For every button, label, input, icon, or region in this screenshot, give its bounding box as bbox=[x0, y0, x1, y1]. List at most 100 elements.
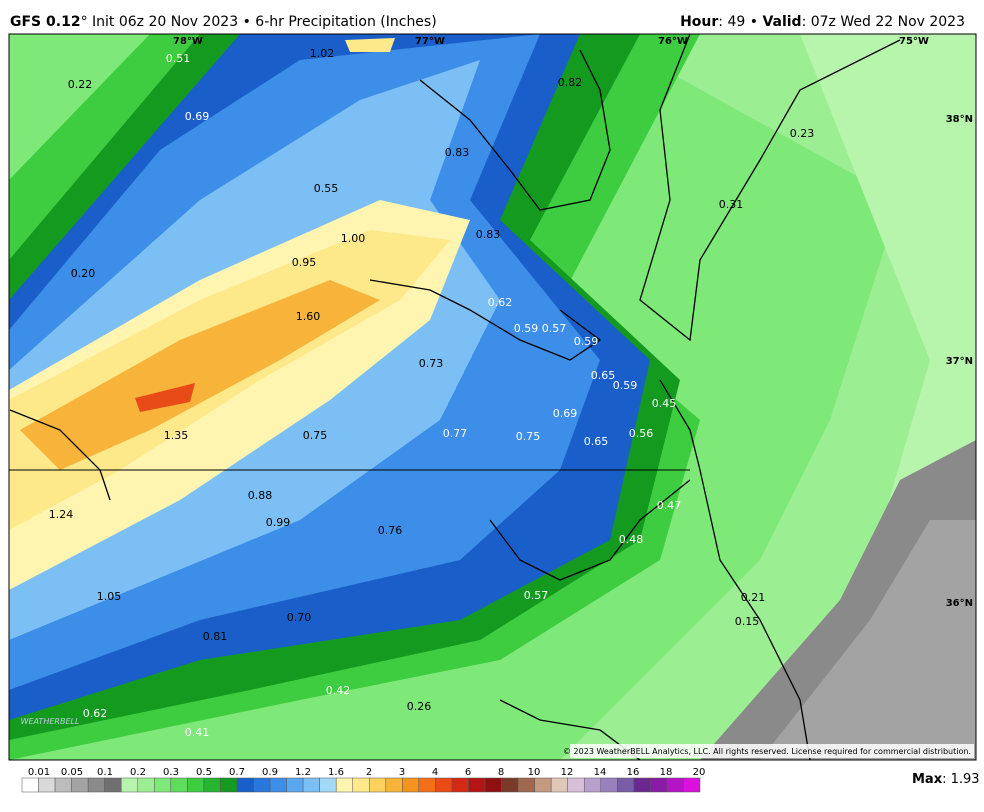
max-value: : 1.93 bbox=[942, 772, 979, 787]
colorbar-swatch bbox=[402, 777, 420, 793]
header-right: Hour: 49 • Valid: 07z Wed 22 Nov 2023 bbox=[680, 14, 965, 30]
latitude-label: 38°N bbox=[946, 114, 973, 125]
precip-value: 0.69 bbox=[185, 110, 210, 123]
map-frame bbox=[8, 33, 977, 761]
longitude-label: 77°W bbox=[415, 36, 445, 47]
longitude-label: 78°W bbox=[173, 36, 203, 47]
colorbar-swatch bbox=[517, 777, 535, 793]
precip-value: 0.41 bbox=[185, 726, 210, 739]
precip-value: 0.75 bbox=[516, 430, 541, 443]
precip-value: 0.48 bbox=[619, 533, 644, 546]
colorbar-label: 0.01 bbox=[28, 767, 50, 778]
colorbar-swatch bbox=[583, 777, 602, 793]
precip-value: 0.57 bbox=[542, 322, 567, 335]
colorbar-swatch bbox=[269, 777, 287, 793]
colorbar-swatch bbox=[154, 777, 172, 793]
colorbar-swatch bbox=[666, 777, 684, 793]
precip-value: 0.45 bbox=[652, 397, 677, 410]
precip-value: 0.15 bbox=[735, 615, 760, 628]
precip-value: 0.77 bbox=[443, 427, 468, 440]
header-left: GFS 0.12° Init 06z 20 Nov 2023 • 6-hr Pr… bbox=[10, 14, 437, 30]
copyright: © 2023 WeatherBELL Analytics, LLC. All r… bbox=[563, 747, 971, 756]
precip-value: 0.51 bbox=[166, 52, 191, 65]
precip-value: 1.60 bbox=[296, 310, 321, 323]
precip-value: 0.26 bbox=[407, 700, 432, 713]
colorbar-swatch bbox=[253, 777, 271, 793]
colorbar-label: 1.2 bbox=[295, 767, 311, 778]
colorbar-swatch bbox=[335, 777, 353, 793]
precip-value: 0.23 bbox=[790, 127, 815, 140]
colorbar-swatch bbox=[71, 777, 89, 793]
colorbar-label: 0.7 bbox=[229, 767, 245, 778]
precip-value: 0.95 bbox=[292, 256, 317, 269]
colorbar-swatch bbox=[484, 777, 502, 793]
precip-value: 0.47 bbox=[657, 499, 682, 512]
precip-value: 0.59 bbox=[574, 335, 599, 348]
precip-value: 1.05 bbox=[97, 590, 122, 603]
precip-value: 1.35 bbox=[164, 429, 189, 442]
colorbar: 0.01 0.05 0.1 0.2 0.3 0.5 0.7 0.9 1.2 1.6 2 3 4 6 8 10 1… bbox=[21, 767, 706, 793]
colorbar-label: 0.2 bbox=[130, 767, 146, 778]
precip-value: 0.31 bbox=[719, 198, 744, 211]
precip-value: 0.81 bbox=[203, 630, 228, 643]
precip-value: 0.59 bbox=[613, 379, 638, 392]
colorbar-swatch bbox=[435, 777, 453, 793]
colorbar-swatch bbox=[286, 777, 304, 793]
valid-value: : 07z Wed 22 Nov 2023 bbox=[802, 14, 965, 30]
precip-value: 0.65 bbox=[591, 369, 616, 382]
logo: WEATHERBELL bbox=[21, 717, 80, 726]
colorbar-swatch bbox=[203, 777, 221, 793]
longitude-label: 75°W bbox=[899, 36, 929, 47]
max-label: Max bbox=[912, 772, 943, 787]
run: ° Init 06z 20 Nov 2023 • 6-hr Precipitat… bbox=[81, 14, 437, 30]
copyright-bg bbox=[570, 744, 974, 758]
colorbar-swatch bbox=[137, 777, 155, 793]
precip-value: 0.65 bbox=[584, 435, 609, 448]
colorbar-swatch bbox=[352, 777, 370, 793]
colorbar-swatch bbox=[683, 777, 701, 793]
colorbar-label: 6 bbox=[465, 767, 471, 778]
colorbar-swatch bbox=[120, 777, 139, 793]
latitude-label: 36°N bbox=[946, 598, 973, 609]
map-field bbox=[9, 34, 976, 760]
precip-value: 1.00 bbox=[341, 232, 366, 245]
colorbar-swatch bbox=[104, 777, 122, 793]
colorbar-label: 0.9 bbox=[262, 767, 278, 778]
precip-value: 0.21 bbox=[741, 591, 766, 604]
precip-value: 0.69 bbox=[553, 407, 578, 420]
precip-value: 0.88 bbox=[248, 489, 273, 502]
colorbar-swatch bbox=[534, 777, 552, 793]
precip-value: 0.82 bbox=[558, 76, 583, 89]
colorbar-swatch bbox=[170, 777, 188, 793]
colorbar-swatch bbox=[54, 777, 72, 793]
colorbar-label: 10 bbox=[528, 767, 541, 778]
colorbar-swatch bbox=[369, 777, 387, 793]
max: Max: 1.93 bbox=[912, 772, 980, 787]
precip-value: 0.42 bbox=[326, 684, 351, 697]
precip-value: 0.20 bbox=[71, 267, 96, 280]
precip-value: 1.24 bbox=[49, 508, 74, 521]
colorbar-swatch bbox=[220, 777, 238, 793]
colorbar-swatch bbox=[650, 777, 668, 793]
colorbar-swatch bbox=[21, 777, 39, 793]
colorbar-label: 3 bbox=[399, 767, 405, 778]
precip-value: 0.62 bbox=[83, 707, 108, 720]
precip-value: 0.70 bbox=[287, 611, 312, 624]
hour-label: Hour bbox=[680, 14, 718, 30]
colorbar-swatch bbox=[38, 777, 56, 793]
colorbar-label: 8 bbox=[498, 767, 504, 778]
colorbar-swatch bbox=[567, 777, 585, 793]
precip-value: 0.99 bbox=[266, 516, 291, 529]
colorbar-swatch bbox=[633, 777, 651, 793]
latitude-label: 37°N bbox=[946, 356, 973, 367]
colorbar-swatch bbox=[501, 777, 519, 793]
colorbar-label: 20 bbox=[693, 767, 706, 778]
precip-value: 0.22 bbox=[68, 78, 93, 91]
colorbar-label: 0.05 bbox=[61, 767, 83, 778]
colorbar-swatch bbox=[600, 777, 618, 793]
hour-value: : 49 • bbox=[718, 14, 762, 30]
colorbar-label: 4 bbox=[432, 767, 438, 778]
colorbar-swatch bbox=[319, 777, 337, 793]
